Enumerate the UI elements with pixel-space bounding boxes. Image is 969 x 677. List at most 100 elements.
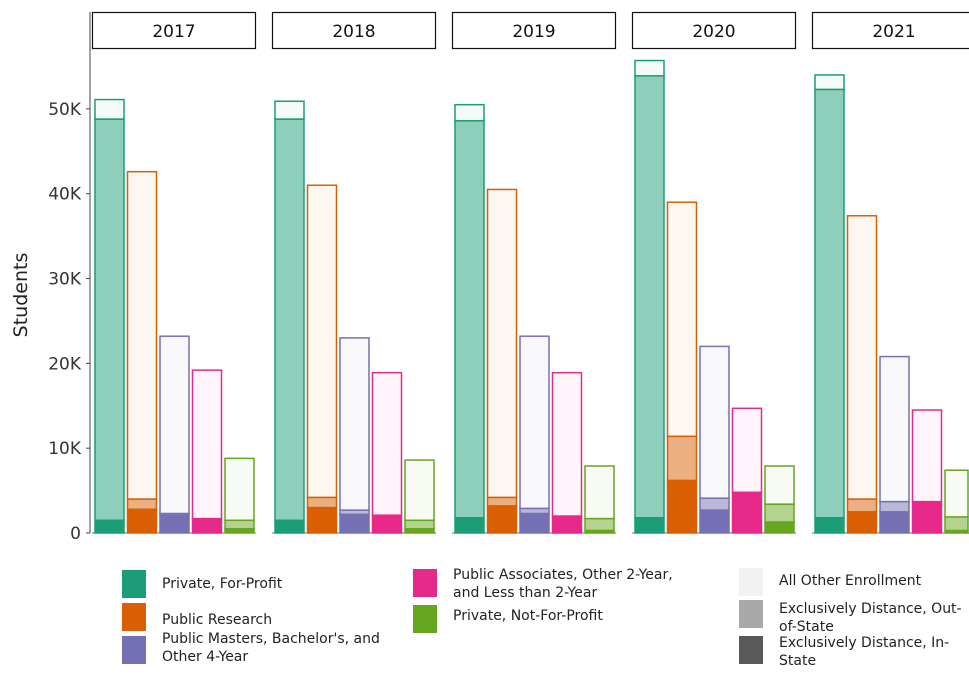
bar-segment-all-other [126, 170, 158, 500]
bar-segment-all-other [911, 409, 943, 503]
legend-label: Public Masters, Bachelor's, and Other 4-… [162, 631, 380, 665]
y-tick-label: 50K [48, 100, 82, 120]
y-tick-label: 30K [48, 270, 82, 290]
y-tick-label: 0 [70, 524, 81, 544]
bar-segment-distance-in-state [699, 509, 730, 534]
legend-swatch [739, 600, 763, 628]
bar-segment-distance-in-state [731, 491, 763, 534]
bar-segment-distance-in-state [159, 514, 190, 534]
bar-segment-distance-out-of-state [224, 519, 255, 530]
bar-segment-distance-in-state [846, 511, 878, 534]
bar-segment-all-other [306, 184, 338, 499]
bar-segment-distance-in-state [879, 511, 910, 534]
bar-segment-all-other [274, 100, 305, 120]
facet-strip [451, 11, 617, 50]
facet-label: 2018 [332, 22, 375, 42]
bar-segment-distance-out-of-state [306, 496, 338, 509]
bar-segment-all-other [764, 465, 795, 505]
bar-segment-distance-in-state [306, 506, 338, 534]
bar-segment-distance-out-of-state [814, 88, 845, 519]
bar-segment-all-other [224, 457, 255, 522]
bar-segment-all-other [666, 201, 698, 438]
legend-item-distance-in-state: Exclusively Distance, In-State [739, 635, 969, 670]
bar-segment-distance-out-of-state [404, 519, 435, 530]
bar-segment-distance-out-of-state [486, 496, 518, 507]
bar-segment-all-other [731, 407, 763, 494]
bar-segment-all-other [944, 469, 969, 518]
bar-segment-distance-out-of-state [584, 517, 615, 532]
legend-item-public-research: Public Research [122, 603, 342, 631]
facet-strip [811, 11, 969, 50]
bar-segment-all-other [879, 355, 910, 503]
bar-segment-distance-in-state [519, 512, 550, 534]
legend-swatch [122, 636, 146, 664]
bar-segment-distance-out-of-state [846, 498, 878, 513]
bar-segment-distance-in-state [666, 479, 698, 534]
bar-segment-all-other [634, 59, 665, 77]
bar-segment-distance-out-of-state [764, 503, 795, 523]
bar-segment-distance-out-of-state [454, 120, 485, 519]
y-axis-title: Students [10, 253, 32, 338]
legend-label: Private, For-Profit [162, 576, 283, 592]
legend-label: Exclusively Distance, In-State [779, 635, 950, 669]
facet-label: 2017 [152, 22, 195, 42]
y-tick-label: 10K [48, 439, 82, 459]
bar-segment-distance-out-of-state [666, 435, 698, 482]
bar-segment-all-other [94, 98, 125, 120]
bar-segment-all-other [371, 371, 403, 516]
bar-segment-distance-in-state [486, 505, 518, 534]
faceted-bar-chart: 0 10K 20K 30K 40K 50K Students 2017 2018 2019 2020… [10, 11, 969, 544]
bar-segment-distance-in-state [191, 517, 223, 534]
bar-segment-all-other [584, 465, 615, 520]
bar-segment-distance-in-state [339, 513, 370, 534]
bar-segment-distance-out-of-state [126, 498, 158, 511]
bar-segment-all-other [339, 337, 370, 511]
bar-segment-distance-in-state [94, 519, 125, 534]
bar-segment-distance-in-state [764, 521, 795, 534]
bar-segment-distance-out-of-state [519, 507, 550, 515]
legend-label: Public Associates, Other 2-Year, and Les… [453, 567, 673, 601]
facet-strip [91, 11, 257, 50]
bar-segment-distance-out-of-state [94, 118, 125, 522]
facet-strip [271, 11, 437, 50]
bar-segment-all-other [846, 215, 878, 500]
bar-segment-all-other [699, 345, 730, 499]
y-tick-label: 20K [48, 354, 82, 374]
facet-strip [631, 11, 797, 50]
bar-segment-all-other [404, 459, 435, 522]
legend-label: All Other Enrollment [779, 573, 922, 589]
bar-segment-distance-in-state [814, 516, 845, 534]
bar-segment-distance-in-state [126, 508, 158, 534]
bar-segment-distance-out-of-state [274, 118, 305, 522]
facet-label: 2021 [872, 22, 915, 42]
bar-segment-distance-in-state [911, 500, 943, 534]
legend-item-distance-out-of-state: Exclusively Distance, Out-of-State [739, 600, 969, 636]
bar-segment-distance-in-state [274, 519, 305, 534]
bar-segment-distance-out-of-state [944, 516, 969, 532]
bar-segment-all-other [814, 74, 845, 91]
bar-segment-distance-out-of-state [879, 500, 910, 513]
legend-swatch [122, 603, 146, 631]
bar-segment-distance-in-state [454, 516, 485, 534]
legend-label: Public Research [162, 612, 273, 628]
legend-item-all-other-enrollment: All Other Enrollment [739, 568, 969, 596]
legend-item-private-not-for-profit: Private, Not-For-Profit [413, 605, 673, 633]
legend-item-public-masters: Public Masters, Bachelor's, and Other 4-… [122, 631, 392, 666]
legend-label: Private, Not-For-Profit [453, 608, 603, 624]
legend-swatch [413, 569, 437, 597]
legend-swatch [413, 605, 437, 633]
bar-segment-all-other [191, 369, 223, 520]
bar-segment-all-other [486, 188, 518, 499]
legend-swatch [122, 570, 146, 598]
legend-swatch [739, 636, 763, 664]
bar-segment-distance-in-state [634, 516, 665, 534]
legend-swatch [739, 568, 763, 596]
bar-segment-distance-out-of-state [699, 497, 730, 511]
legend-item-public-associates: Public Associates, Other 2-Year, and Les… [413, 567, 693, 602]
facet-label: 2020 [692, 22, 735, 42]
facet-label: 2019 [512, 22, 555, 42]
bar-segment-all-other [551, 371, 583, 517]
bar-segment-distance-in-state [551, 515, 583, 534]
y-tick-label: 40K [48, 185, 82, 205]
bar-segment-distance-out-of-state [634, 75, 665, 519]
